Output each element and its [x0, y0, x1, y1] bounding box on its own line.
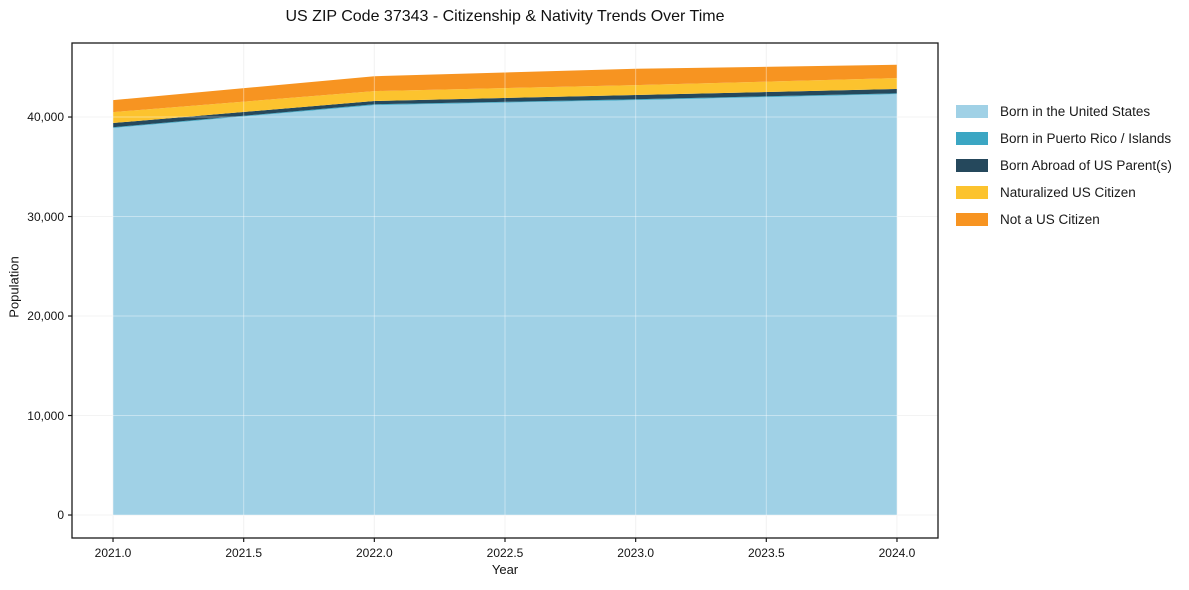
area-series-born-in-the-united-states [113, 94, 897, 515]
legend-item: Naturalized US Citizen [956, 185, 1172, 200]
y-tick-label: 40,000 [27, 110, 64, 125]
legend-label: Naturalized US Citizen [1000, 185, 1136, 200]
y-tick-label: 20,000 [27, 309, 64, 324]
chart-title: US ZIP Code 37343 - Citizenship & Nativi… [285, 8, 725, 25]
y-tick-label: 30,000 [27, 209, 64, 224]
x-tick-label: 2021.0 [94, 546, 132, 560]
legend-swatch [956, 132, 988, 145]
area-series-naturalized-us-citizen [113, 78, 897, 123]
legend-label: Not a US Citizen [1000, 212, 1100, 227]
y-tick-label: 0 [57, 508, 64, 523]
x-tick-label: 2024.0 [878, 546, 916, 560]
legend: Born in the United States Born in Puerto … [956, 104, 1172, 240]
x-axis-label: Year [491, 562, 519, 577]
legend-item: Not a US Citizen [956, 212, 1172, 227]
area-series-born-abroad-of-us-parent-s [113, 89, 897, 128]
y-tick-label: 10,000 [27, 408, 64, 423]
legend-swatch [956, 159, 988, 172]
legend-swatch [956, 213, 988, 226]
x-tick-label: 2023.5 [747, 546, 785, 560]
x-tick-label: 2022.5 [486, 546, 524, 560]
legend-item: Born Abroad of US Parent(s) [956, 158, 1172, 173]
area-series-not-a-us-citizen [113, 64, 897, 113]
legend-swatch [956, 105, 988, 118]
legend-item: Born in the United States [956, 104, 1172, 119]
x-tick-label: 2022.0 [355, 546, 393, 560]
x-tick-label: 2023.0 [617, 546, 654, 560]
legend-swatch [956, 186, 988, 199]
legend-label: Born Abroad of US Parent(s) [1000, 158, 1172, 173]
y-axis-label: Population [6, 256, 22, 318]
legend-label: Born in Puerto Rico / Islands [1000, 131, 1172, 146]
x-tick-label: 2021.5 [225, 546, 263, 560]
legend-label: Born in the United States [1000, 104, 1151, 119]
legend-item: Born in Puerto Rico / Islands [956, 131, 1172, 146]
